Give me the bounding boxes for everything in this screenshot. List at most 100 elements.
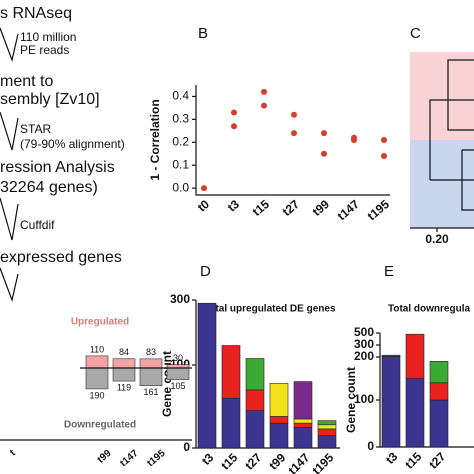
data-label: 190 <box>89 390 104 400</box>
y-tick-label: 0.0 <box>172 180 189 194</box>
point <box>291 111 297 118</box>
bar-segment <box>381 356 401 448</box>
bar-segment <box>429 382 449 401</box>
dendrogram <box>429 59 474 211</box>
x-tick-label: t <box>8 447 18 458</box>
point <box>291 130 297 137</box>
cluster-bg <box>410 52 474 140</box>
pipeline-step: 32264 genes) <box>0 179 98 196</box>
arrow <box>0 267 19 303</box>
axis <box>195 85 390 196</box>
bar-segment <box>429 360 449 384</box>
axis-label: Gene count <box>344 367 358 433</box>
panel-label: B <box>198 25 208 42</box>
y-tick-label: 200 <box>354 349 374 363</box>
y-tick-label: 0 <box>367 439 374 453</box>
arrow <box>0 197 19 241</box>
pipeline-step: sembly [Zv10] <box>0 91 100 108</box>
legend-label: Downregulated <box>64 420 136 431</box>
pipeline-step: s RNAseq <box>0 5 72 22</box>
bar-segment <box>269 416 289 424</box>
bar-segment <box>429 399 449 448</box>
bar-up <box>85 355 109 369</box>
axis-label: 1 - Correlation <box>148 99 162 180</box>
data-label: 119 <box>117 382 131 392</box>
x-tick-label: t195 <box>145 448 168 470</box>
x-tick-label: t15 <box>402 449 424 471</box>
bar-segment <box>317 428 337 436</box>
data-label: 84 <box>119 347 129 357</box>
pipeline-step: (79-90% alignment) <box>20 137 125 151</box>
bar-down <box>112 367 136 382</box>
pipeline-step: 110 million <box>20 30 76 44</box>
bar-down <box>85 367 109 390</box>
legend-label: Upregulated <box>71 317 129 328</box>
point <box>321 130 327 137</box>
bar-segment <box>197 302 217 449</box>
data-label: 83 <box>146 347 156 357</box>
point <box>321 150 327 157</box>
x-tick-label: t147 <box>118 448 141 470</box>
x-tick-label: t195 <box>365 197 393 223</box>
point <box>381 137 387 143</box>
y-tick-label: 0.4 <box>172 89 189 103</box>
bar-segment <box>245 358 265 391</box>
point <box>231 123 237 130</box>
bar-up <box>112 358 136 369</box>
x-tick-label: t27 <box>242 450 264 472</box>
pipeline-step: ression Analysis <box>0 159 115 176</box>
bar-segment <box>221 397 241 449</box>
bar-segment <box>269 382 289 417</box>
panel-label: D <box>200 263 211 280</box>
y-tick-label: 300 <box>170 292 190 306</box>
bar-down <box>166 367 190 380</box>
x-tick-label: t195 <box>309 450 336 474</box>
pipeline-step: ment to <box>0 73 53 90</box>
bar-up <box>139 358 163 369</box>
point <box>261 102 267 109</box>
bar-segment <box>381 354 401 357</box>
tick-label: 0.20 <box>425 232 449 246</box>
point <box>231 109 237 116</box>
bar-segment <box>245 410 265 449</box>
bar-segment <box>293 422 313 428</box>
y-tick-label: 0 <box>183 440 190 454</box>
bar-segment <box>405 378 425 448</box>
point <box>381 153 387 160</box>
y-tick-label: 0.3 <box>172 112 189 126</box>
bar-segment <box>293 426 313 449</box>
point <box>201 185 207 192</box>
y-tick-label: 300 <box>354 337 374 351</box>
bar-segment <box>317 420 337 426</box>
pipeline-step: PE reads <box>20 43 69 57</box>
point <box>261 88 267 95</box>
y-tick-label: 0.2 <box>172 134 189 148</box>
x-tick-label: t0 <box>195 197 212 215</box>
x-tick-label: t99 <box>310 197 333 219</box>
bar-segment <box>221 345 241 399</box>
chart-title: Total downregula <box>388 304 470 315</box>
x-tick-label: t147 <box>285 450 312 474</box>
x-tick-label: t15 <box>218 450 240 472</box>
pipeline-step: STAR <box>20 122 51 136</box>
bar-segment <box>245 389 265 411</box>
bar-segment <box>293 381 313 420</box>
x-tick-label: t27 <box>426 449 448 471</box>
panel-label: E <box>384 263 394 280</box>
x-tick-label: t3 <box>199 450 217 468</box>
data-label: 30 <box>173 353 183 363</box>
x-tick-label: t99 <box>95 448 113 466</box>
bar-segment <box>317 435 337 449</box>
pipeline-step: expressed genes <box>0 249 122 266</box>
data-label: 105 <box>170 381 185 391</box>
x-tick-label: t27 <box>280 197 303 219</box>
x-tick-label: t147 <box>335 197 363 223</box>
x-tick-label: t3 <box>383 449 401 467</box>
bar-segment <box>293 418 313 424</box>
chart-title: Total upregulated DE genes <box>204 304 336 315</box>
panel-label: C <box>410 25 421 42</box>
cluster-bg <box>410 140 474 228</box>
data-label: 110 <box>90 344 104 354</box>
bar-down <box>139 367 163 387</box>
